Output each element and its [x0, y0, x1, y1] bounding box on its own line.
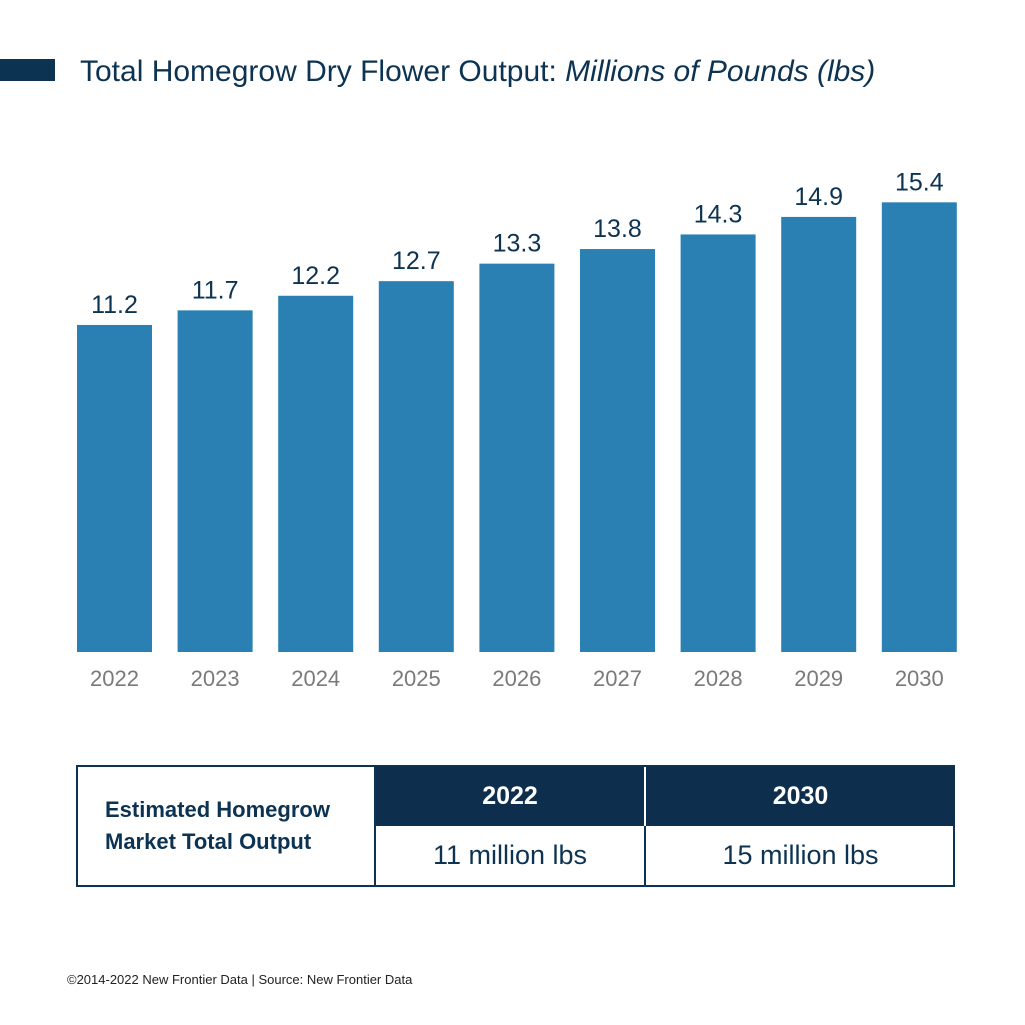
bar-2026 — [479, 263, 555, 652]
summary-value-2022: 11 million lbs — [432, 840, 588, 870]
summary-value-2030: 15 million lbs — [722, 840, 879, 870]
bar-value-label-2026: 13.3 — [493, 230, 542, 258]
summary-table: Estimated Homegrow Market Total Output 2… — [76, 765, 955, 887]
chart-title: Total Homegrow Dry Flower Output: Millio… — [80, 52, 875, 92]
summary-label-text: Estimated Homegrow Market Total Output — [105, 797, 330, 854]
x-tick-label-2026: 2026 — [492, 666, 541, 691]
bar-2023 — [177, 310, 253, 652]
bar-2030 — [881, 202, 957, 652]
x-tick-label-2029: 2029 — [794, 666, 843, 691]
bar-value-label-2023: 11.7 — [192, 276, 239, 304]
summary-header-2030: 2030 — [646, 767, 955, 826]
x-tick-label-2030: 2030 — [895, 666, 944, 691]
bar-2022 — [77, 324, 152, 652]
bar-value-label-2022: 11.2 — [91, 291, 138, 319]
bar-2028 — [680, 234, 756, 652]
bar-value-label-2024: 12.2 — [291, 262, 340, 290]
x-tick-label-2028: 2028 — [694, 666, 743, 691]
bar-value-label-2027: 13.8 — [593, 215, 642, 243]
x-tick-label-2022: 2022 — [90, 666, 139, 691]
bar-value-label-2030: 15.4 — [895, 168, 944, 196]
bar-value-label-2025: 12.7 — [392, 247, 441, 275]
x-tick-label-2025: 2025 — [392, 666, 441, 691]
chart-title-subtitle: Millions of Pounds (lbs) — [565, 55, 876, 88]
bar-2029 — [781, 216, 857, 653]
summary-header-2022: 2022 — [376, 767, 644, 826]
x-tick-label-2027: 2027 — [593, 666, 642, 691]
bar-value-label-2029: 14.9 — [794, 183, 843, 211]
bar-2027 — [580, 249, 655, 653]
title-accent-bar — [0, 59, 55, 81]
bar-2024 — [278, 295, 354, 652]
x-tick-label-2023: 2023 — [191, 666, 240, 691]
chart-title-main: Total Homegrow Dry Flower Output: — [80, 55, 557, 88]
bar-value-label-2028: 14.3 — [694, 200, 743, 228]
x-tick-label-2024: 2024 — [291, 666, 340, 691]
bar-2025 — [378, 281, 454, 652]
value-divider — [644, 826, 646, 885]
footer-credit: ©2014-2022 New Frontier Data | Source: N… — [67, 972, 413, 987]
summary-label: Estimated Homegrow Market Total Output — [78, 767, 376, 885]
bar-chart: 11.2 2022 11.7 2023 12.2 2024 12.7 2025 13.3 2026… — [77, 168, 957, 691]
